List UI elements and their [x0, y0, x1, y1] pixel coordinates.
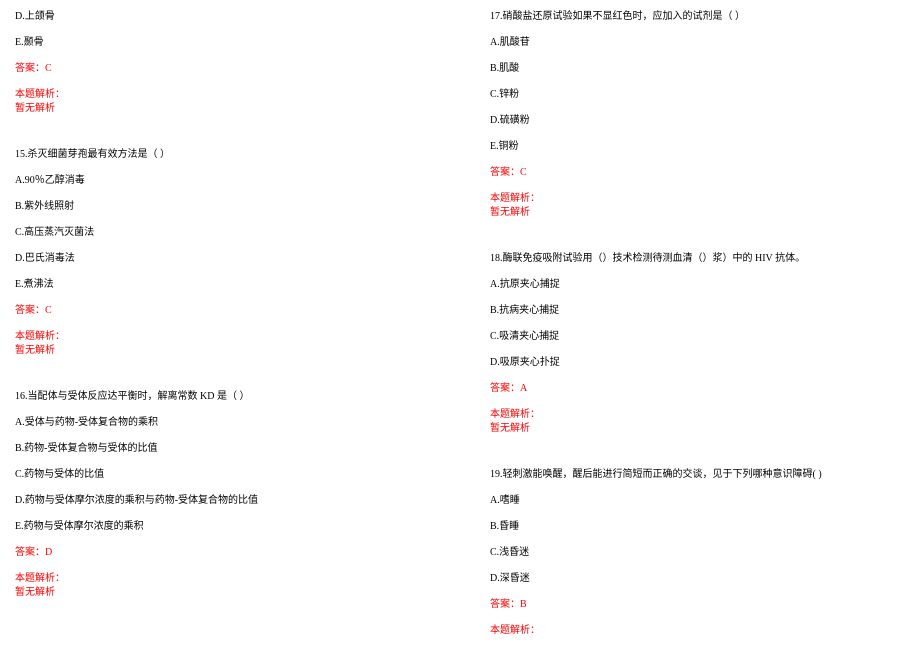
q15-option-a: A.90％乙醇消毒 — [15, 174, 430, 188]
q17-option-c: C.锌粉 — [490, 88, 905, 102]
spacer — [15, 128, 430, 136]
spacer — [490, 448, 905, 456]
q17-analysis: 本题解析： 暂无解析 — [490, 192, 905, 220]
q17-option-a: A.肌酸苷 — [490, 36, 905, 50]
q17-analysis-text: 暂无解析 — [490, 206, 905, 220]
q19-stem: 19.轻刺激能唤醒，醒后能进行简短而正确的交谈，见于下列哪种意识障碍( ) — [490, 468, 905, 482]
q14-analysis-label: 本题解析： — [15, 88, 430, 102]
q16-option-d: D.药物与受体摩尔浓度的乘积与药物-受体复合物的比值 — [15, 494, 430, 508]
q18-analysis-label: 本题解析： — [490, 408, 905, 422]
q16-analysis-text: 暂无解析 — [15, 586, 430, 600]
q19-option-b: B.昏睡 — [490, 520, 905, 534]
q15-option-b: B.紫外线照射 — [15, 200, 430, 214]
q14-option-e: E.颞骨 — [15, 36, 430, 50]
q16-option-c: C.药物与受体的比值 — [15, 468, 430, 482]
q15-option-d: D.巴氏消毒法 — [15, 252, 430, 266]
q16-stem: 16.当配体与受体反应达平衡时，解离常数 KD 是（ ） — [15, 390, 430, 404]
q18-stem: 18.酶联免疫吸附试验用（）技术检测待测血清（）浆）中的 HIV 抗体。 — [490, 252, 905, 266]
q19-answer: 答案：B — [490, 598, 905, 612]
right-column: 17.硝酸盐还原试验如果不显红色时，应加入的试剂是（ ） A.肌酸苷 B.肌酸 … — [460, 10, 905, 641]
q16-analysis-label: 本题解析： — [15, 572, 430, 586]
q14-analysis-text: 暂无解析 — [15, 102, 430, 116]
q15-answer: 答案：C — [15, 304, 430, 318]
q17-analysis-label: 本题解析： — [490, 192, 905, 206]
q19-option-d: D.深昏迷 — [490, 572, 905, 586]
q16-analysis: 本题解析： 暂无解析 — [15, 572, 430, 600]
q17-option-b: B.肌酸 — [490, 62, 905, 76]
q18-analysis-text: 暂无解析 — [490, 422, 905, 436]
q16-option-e: E.药物与受体摩尔浓度的乘积 — [15, 520, 430, 534]
q18-option-c: C.吸清夹心捕捉 — [490, 330, 905, 344]
q17-answer: 答案：C — [490, 166, 905, 180]
q18-analysis: 本题解析： 暂无解析 — [490, 408, 905, 436]
q17-option-e: E.铜粉 — [490, 140, 905, 154]
q14-option-d: D.上颌骨 — [15, 10, 430, 24]
q18-option-a: A.抗原夹心捕捉 — [490, 278, 905, 292]
q15-analysis-text: 暂无解析 — [15, 344, 430, 358]
q19-analysis-label: 本题解析： — [490, 624, 905, 638]
spacer — [15, 370, 430, 378]
q18-option-b: B.抗病夹心捕捉 — [490, 304, 905, 318]
q19-option-a: A.嗜睡 — [490, 494, 905, 508]
q19-option-c: C.浅昏迷 — [490, 546, 905, 560]
q15-option-c: C.高压蒸汽灭菌法 — [15, 226, 430, 240]
q17-stem: 17.硝酸盐还原试验如果不显红色时，应加入的试剂是（ ） — [490, 10, 905, 24]
q18-option-d: D.吸原夹心扑捉 — [490, 356, 905, 370]
q15-analysis-label: 本题解析： — [15, 330, 430, 344]
q18-answer: 答案：A — [490, 382, 905, 396]
q14-analysis: 本题解析： 暂无解析 — [15, 88, 430, 116]
q14-answer: 答案：C — [15, 62, 430, 76]
q15-analysis: 本题解析： 暂无解析 — [15, 330, 430, 358]
spacer — [490, 232, 905, 240]
q17-option-d: D.硫磺粉 — [490, 114, 905, 128]
q15-option-e: E.煮沸法 — [15, 278, 430, 292]
q15-stem: 15.杀灭细菌芽孢最有效方法是（ ） — [15, 148, 430, 162]
q16-option-b: B.药物-受体复合物与受体的比值 — [15, 442, 430, 456]
q16-option-a: A.受体与药物-受体复合物的乘积 — [15, 416, 430, 430]
left-column: D.上颌骨 E.颞骨 答案：C 本题解析： 暂无解析 15.杀灭细菌芽孢最有效方… — [15, 10, 460, 641]
q16-answer: 答案：D — [15, 546, 430, 560]
